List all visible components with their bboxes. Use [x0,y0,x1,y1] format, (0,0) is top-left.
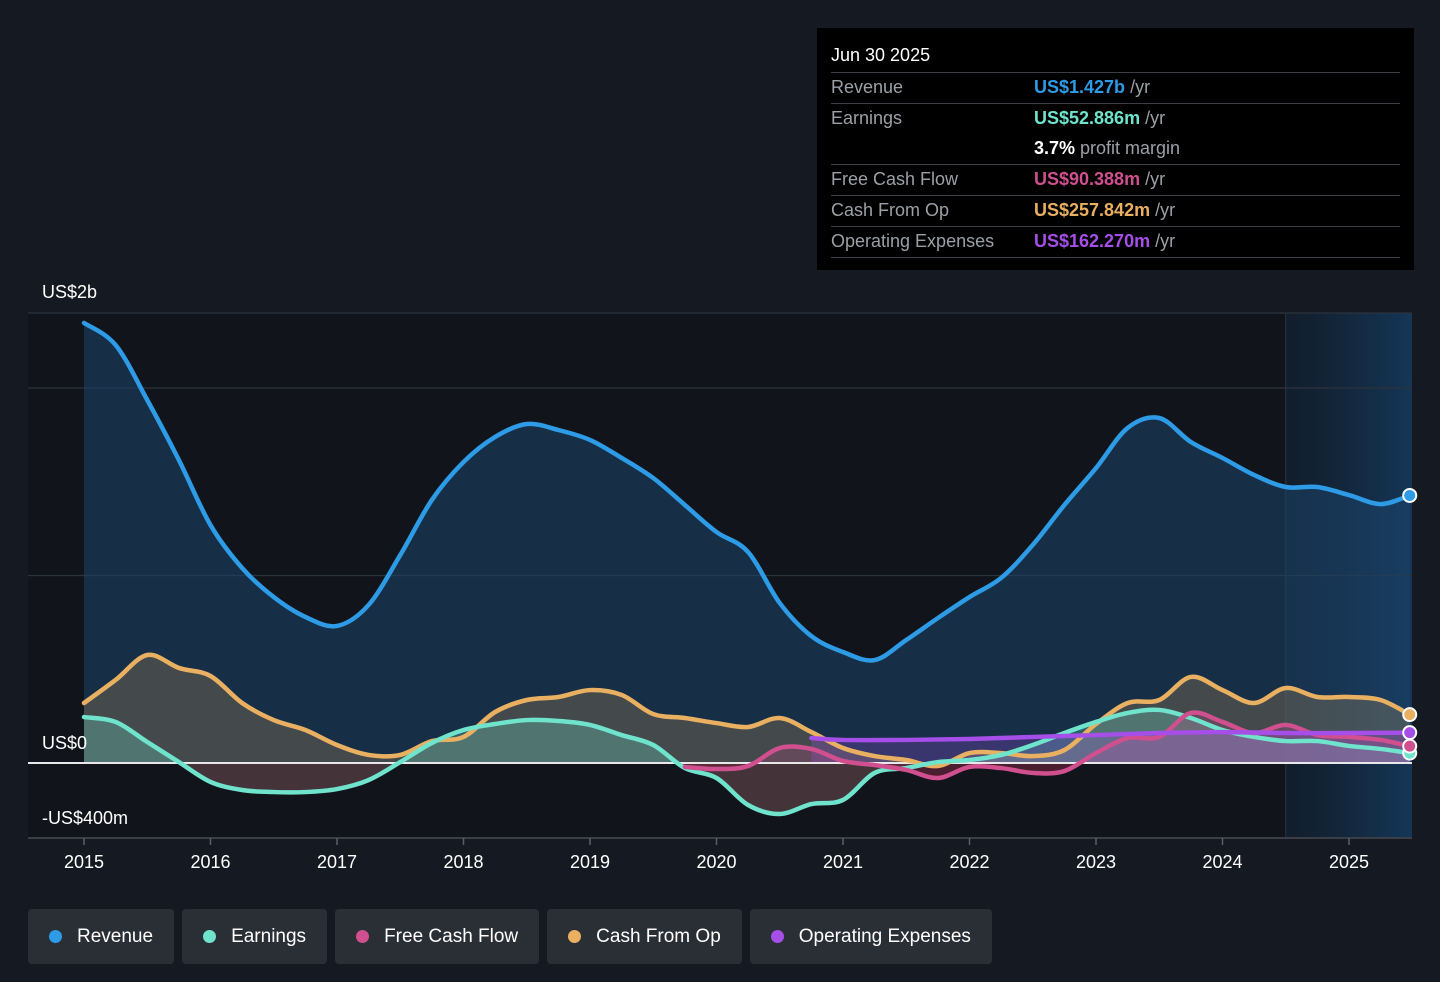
legend-item-earnings[interactable]: Earnings [182,909,328,964]
tooltip-date: Jun 30 2025 [831,42,1400,73]
x-tick-label: 2024 [1202,852,1242,872]
marker-free-cash-flow [1402,738,1418,754]
legend-dot-icon [49,930,62,943]
tooltip-row-free-cash-flow: Free Cash Flow US$90.388m /yr [831,165,1400,196]
tooltip-value: US$257.842m [1034,200,1151,220]
legend-dot-icon [203,930,217,943]
x-tick-label: 2020 [696,852,736,872]
tooltip-row-profit-margin: 3.7% profit margin [831,134,1400,165]
marker-revenue [1402,487,1418,503]
x-tick-label: 2015 [64,852,104,872]
line-earnings [81,707,1412,817]
area-revenue [84,322,1410,763]
area-free-cash-flow [684,712,1410,779]
profit-margin-value: 3.7% [1034,138,1076,158]
legend-item-operating-expenses[interactable]: Operating Expenses [749,909,992,964]
x-tick-label: 2021 [823,852,863,872]
x-tick-label: 2019 [570,852,610,872]
tooltip-panel: Jun 30 2025 Revenue US$1.427b /yr Earnin… [817,28,1414,270]
y-axis-label: -US$400m [42,808,128,828]
negative-area-free-cash-flow [684,763,1410,779]
tooltip-value: US$162.270m [1034,231,1151,251]
legend-label: Cash From Op [596,925,721,947]
tooltip-unit: /yr [1155,200,1176,220]
tooltip-row-operating-expenses: Operating Expenses US$162.270m /yr [831,227,1400,258]
line-cash-from-op [81,652,1412,769]
line-operating-expenses [809,729,1412,743]
y-axis-label: US$2b [42,282,97,302]
tooltip-unit: /yr [1155,231,1176,251]
marker-operating-expenses [1402,725,1418,741]
x-tick-label: 2022 [949,852,989,872]
legend-label: Revenue [77,925,154,947]
tooltip-unit: /yr [1145,108,1166,128]
marker-cash-from-op [1402,707,1418,723]
tooltip-label: Operating Expenses [831,231,995,251]
negative-area-earnings [84,763,1410,815]
tooltip-label: Revenue [831,77,904,97]
tooltip-row-earnings: Earnings US$52.886m /yr [831,104,1400,134]
x-tick-label: 2017 [317,852,357,872]
tooltip-value: US$90.388m [1034,169,1141,189]
tooltip-row-cash-from-op: Cash From Op US$257.842m /yr [831,196,1400,227]
legend-label: Operating Expenses [798,925,971,947]
legend-item-revenue[interactable]: Revenue [28,909,175,964]
tooltip-label: Earnings [831,108,903,128]
financials-chart: US$2b US$0 -US$400m 2015 2016 2017 2018 2019 20… [28,282,1418,872]
tooltip-value: US$1.427b [1034,77,1126,97]
tooltip-label: Free Cash Flow [831,169,959,189]
legend-dot-icon [356,930,370,943]
x-tick-label: 2018 [443,852,483,872]
x-tick-label: 2025 [1329,852,1369,872]
y-axis-label: US$0 [42,733,87,753]
legend-dot-icon [568,930,582,943]
tooltip-label: Cash From Op [831,200,950,220]
legend-item-free-cash-flow[interactable]: Free Cash Flow [335,909,540,964]
x-tick-label: 2016 [190,852,230,872]
tooltip-label [831,134,1034,164]
legend-label: Earnings [231,925,307,947]
line-revenue [81,320,1412,663]
tooltip-unit: /yr [1130,77,1151,97]
tooltip-row-revenue: Revenue US$1.427b /yr [831,73,1400,104]
tooltip-unit: /yr [1145,169,1166,189]
legend-dot-icon [770,930,784,943]
legend-item-cash-from-op[interactable]: Cash From Op [547,909,742,964]
profit-margin-label: profit margin [1080,138,1181,158]
tooltip-value: US$52.886m [1034,108,1141,128]
x-tick-label: 2023 [1076,852,1116,872]
chart-legend: Revenue Earnings Free Cash Flow Cash Fro… [28,909,992,964]
legend-label: Free Cash Flow [384,925,519,947]
line-free-cash-flow [682,710,1412,781]
